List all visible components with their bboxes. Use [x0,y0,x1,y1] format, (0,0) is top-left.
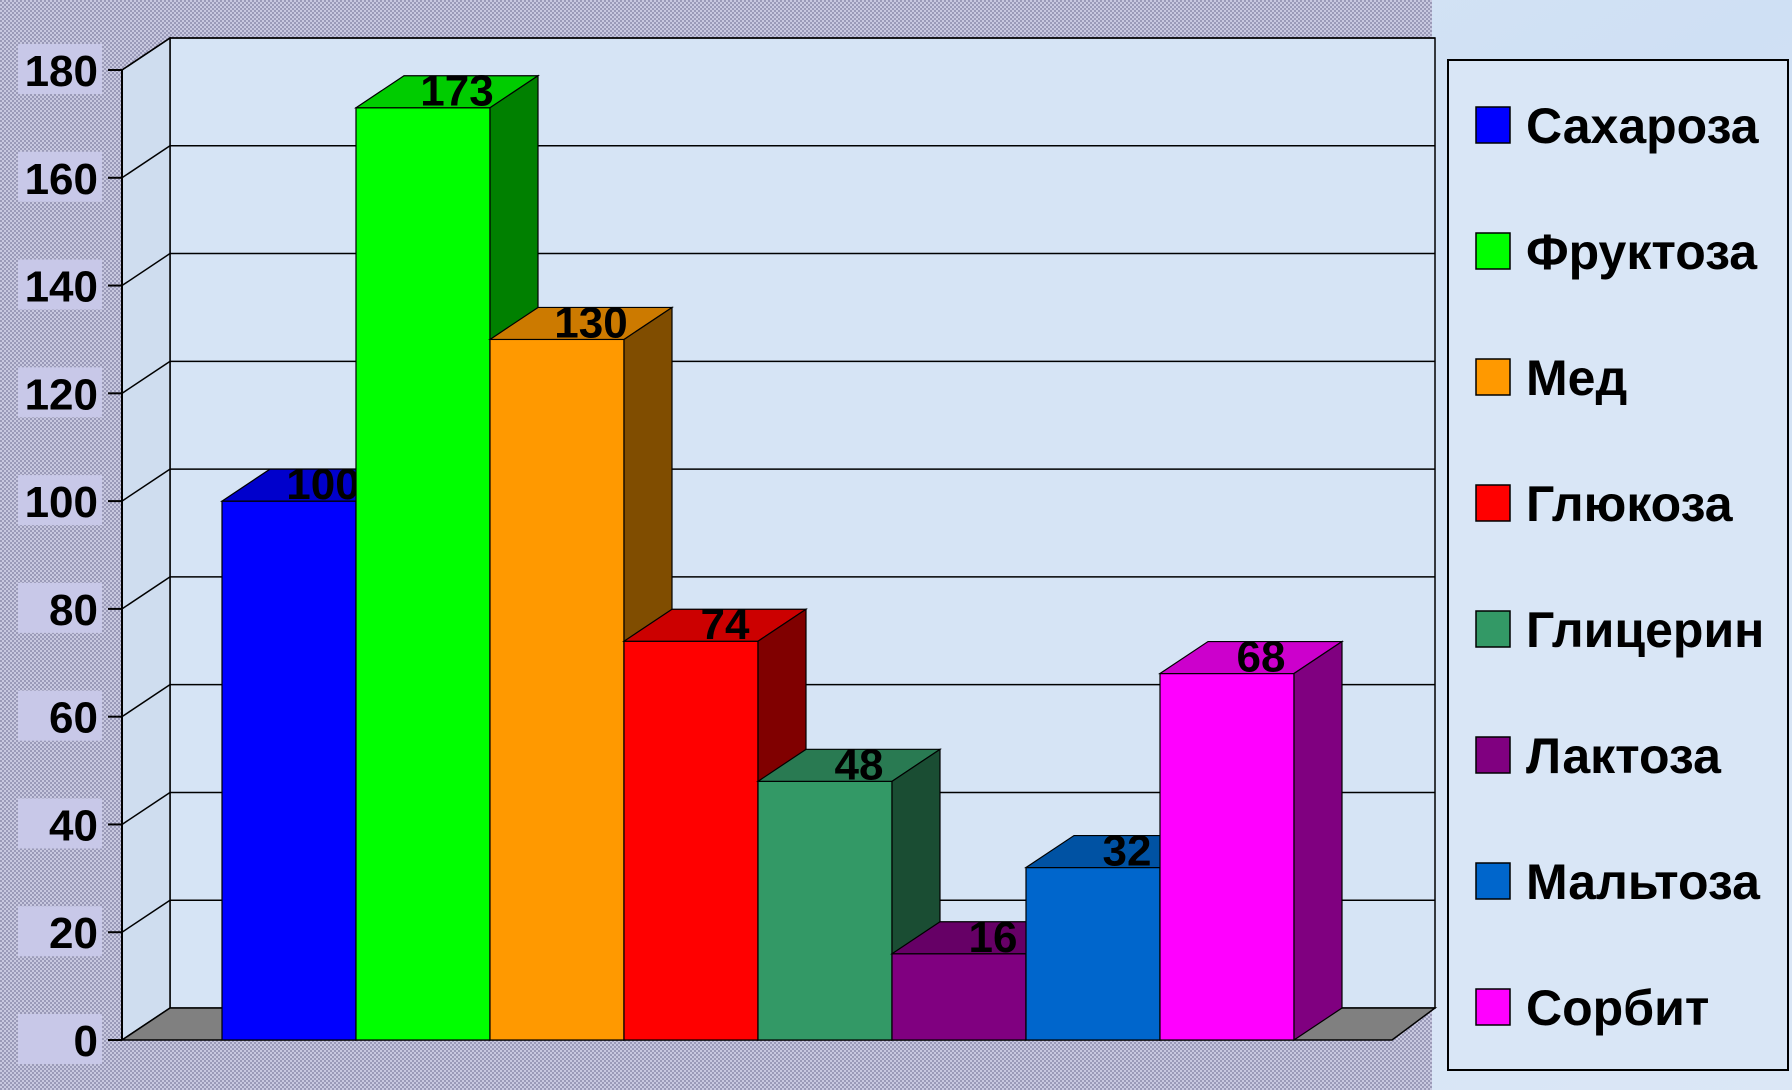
legend-label: Мальтоза [1526,854,1761,910]
bar [757,780,893,1041]
gridline-diagonal [121,684,171,718]
y-tick-label: 180 [25,47,98,96]
legend-label: Фруктоза [1526,224,1758,280]
legend-swatch [1475,232,1511,270]
bar [221,500,357,1041]
bar [891,953,1027,1041]
gridline-diagonal [121,360,171,394]
y-tick-label: 20 [49,909,98,958]
y-tick-label-bg [18,475,102,526]
legend-label: Глюкоза [1526,476,1734,532]
bar [489,338,625,1041]
legend: Сахароза Фруктоза Мед Глюкоза Глицерин Лактоз… [1447,59,1789,1071]
legend-swatch [1475,484,1511,522]
gridline-diagonal [121,37,171,71]
bar [623,640,759,1041]
y-tick-label-bg [18,259,102,310]
data-label: 100 [286,460,359,509]
y-tick-label-bg [18,151,102,202]
bar [355,107,491,1041]
gridline-diagonal [121,252,171,287]
y-tick-label: 160 [25,155,98,204]
legend-swatch [1475,106,1511,144]
y-tick-label-bg [18,798,102,849]
bar [1025,866,1161,1041]
legend-label: Сорбит [1526,980,1709,1036]
data-label: 173 [420,67,493,116]
plot-area: 0 20 40 60 80 100 120 140 160 180 100 173 130 74 48 16 3… [18,36,1438,1066]
y-tick-label-bg [18,690,102,741]
legend-swatch [1475,736,1511,774]
legend-swatch [1475,358,1511,396]
y-tick-label: 120 [25,370,98,419]
bar-group: 68 [1158,633,1344,1042]
y-tick-label: 0 [74,1017,98,1066]
data-label: 16 [969,913,1018,962]
legend-label: Глицерин [1526,602,1764,658]
data-label: 68 [1237,633,1286,682]
y-tick-label-bg [18,44,102,94]
legend-swatch [1475,610,1511,648]
side-wall [121,36,171,1042]
legend-swatch [1475,862,1511,900]
y-tick-label: 140 [25,263,98,312]
bar [1159,672,1295,1041]
y-tick-label: 100 [25,478,98,527]
gridline-diagonal [121,791,171,826]
legend-label: Сахароза [1526,98,1760,154]
gridline-diagonal [121,899,171,933]
y-tick-label-bg [18,1014,102,1064]
y-tick-label-bg [18,367,102,418]
y-tick-label-bg [18,906,102,957]
legend-box [1447,59,1789,1071]
data-label: 130 [554,298,627,347]
legend-label: Мед [1526,350,1627,406]
y-tick-label: 80 [49,586,98,635]
bar-side [1293,640,1343,1042]
data-label: 74 [701,600,750,649]
y-tick-label: 40 [49,801,98,850]
gridline-diagonal [121,145,171,179]
y-tick-label-bg [18,582,102,633]
y-tick-label: 60 [49,694,98,743]
gridline-diagonal [121,468,171,502]
legend-label: Лактоза [1526,728,1722,784]
data-label: 48 [835,740,884,789]
data-label: 32 [1103,827,1152,876]
legend-swatch [1475,988,1511,1026]
gridline-diagonal [121,576,171,610]
